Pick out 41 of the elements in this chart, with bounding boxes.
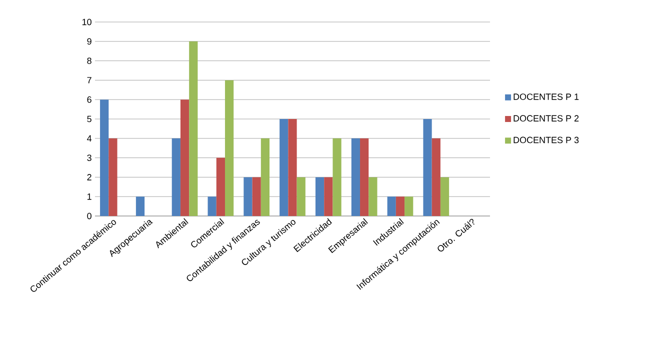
legend-label: DOCENTES P 1 <box>514 94 579 100</box>
bar <box>404 196 414 216</box>
y-tick-label: 1 <box>87 194 92 200</box>
bar <box>423 119 432 216</box>
y-tick-label: 3 <box>87 154 92 161</box>
y-tick-label: 2 <box>87 174 92 180</box>
y-tick-label: 7 <box>87 77 92 84</box>
bar <box>180 100 190 216</box>
bar <box>332 138 342 216</box>
bar <box>252 177 261 216</box>
y-tick-label: 9 <box>87 38 92 45</box>
bar <box>244 177 252 216</box>
bar <box>172 138 180 216</box>
bar <box>396 196 405 216</box>
bar <box>208 196 216 216</box>
bar <box>440 177 450 216</box>
y-tick-label: 6 <box>87 96 92 103</box>
bar <box>108 138 118 216</box>
bar <box>296 177 306 216</box>
bar <box>324 177 333 216</box>
legend-label: DOCENTES P 2 <box>514 115 579 122</box>
bar <box>360 138 369 216</box>
bar <box>387 196 396 216</box>
bar <box>189 41 198 216</box>
bar <box>260 138 270 216</box>
y-tick-label: 4 <box>87 135 92 142</box>
y-tick-label: 8 <box>87 58 92 64</box>
bar <box>368 177 378 216</box>
y-tick-label: 0 <box>87 212 92 220</box>
bar <box>280 119 288 216</box>
bar <box>216 158 225 216</box>
legend-label: DOCENTES P 3 <box>514 136 579 144</box>
bar <box>351 138 360 216</box>
y-tick-label: 10 <box>82 18 92 26</box>
bar <box>288 119 297 216</box>
bar <box>315 177 324 216</box>
y-tick-label: 5 <box>87 116 92 122</box>
bar <box>224 80 234 216</box>
bar <box>136 196 145 216</box>
bar <box>432 138 440 216</box>
bar <box>100 100 109 216</box>
